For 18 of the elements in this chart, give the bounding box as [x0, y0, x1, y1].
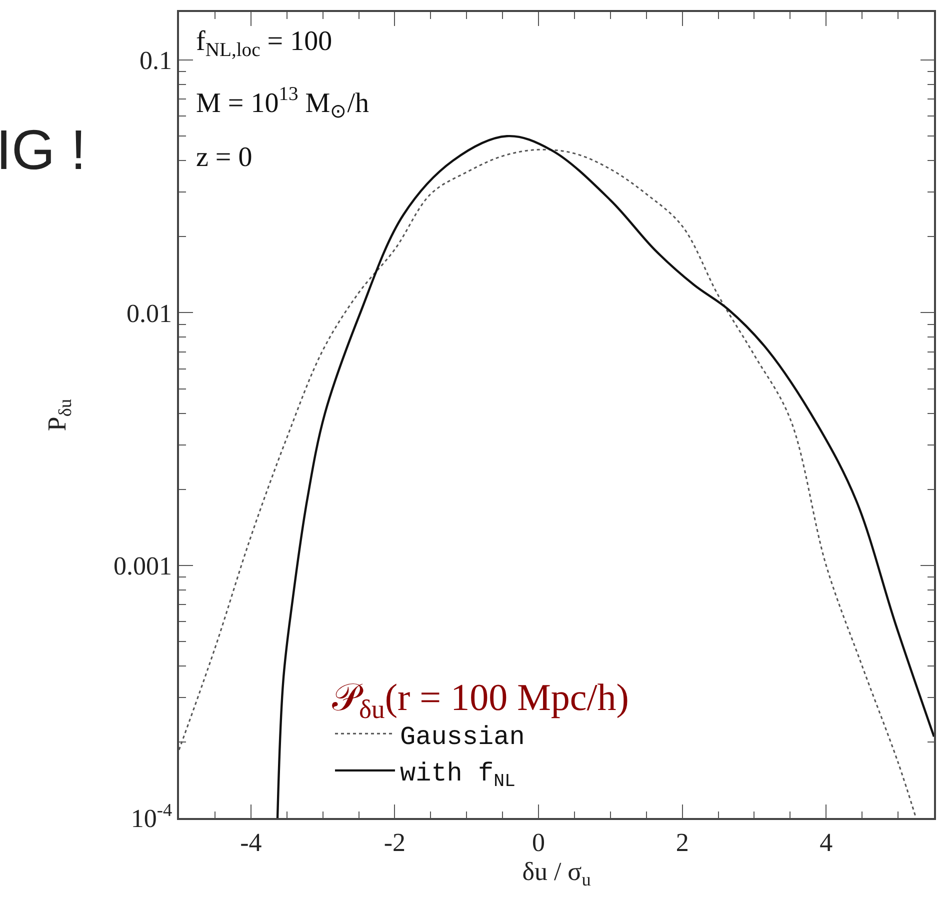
legend-label: Gaussian [400, 722, 525, 752]
y-tick-label: 0.001 [114, 551, 172, 580]
x-tick-label: 4 [820, 828, 833, 857]
annotation: z = 0 [196, 142, 252, 173]
legend-title: 𝒫$_{δu}$(r = 100 Mpc/h) [332, 677, 629, 724]
y-tick-label: 0.1 [140, 46, 172, 76]
text: IG ! [0, 118, 86, 181]
x-tick-label: -4 [240, 828, 262, 857]
y-tick-label: 0.01 [126, 298, 172, 328]
x-tick-label: 0 [532, 828, 546, 857]
annotation: f$_{NL,loc}$ = 100 [196, 26, 332, 61]
line-series [276, 135, 934, 818]
x-tick-label: -2 [384, 828, 406, 857]
legend-label: with f$_{NL}$ [400, 758, 516, 792]
x-tick-label: 2 [676, 828, 689, 857]
y-tick-label: 10$^{-4}$ [130, 800, 172, 834]
annotation: M = 10$^{13}$ M$_{⊙}$/h [196, 84, 369, 123]
x-axis-title: δu / σ$_{u}$ [522, 856, 591, 890]
